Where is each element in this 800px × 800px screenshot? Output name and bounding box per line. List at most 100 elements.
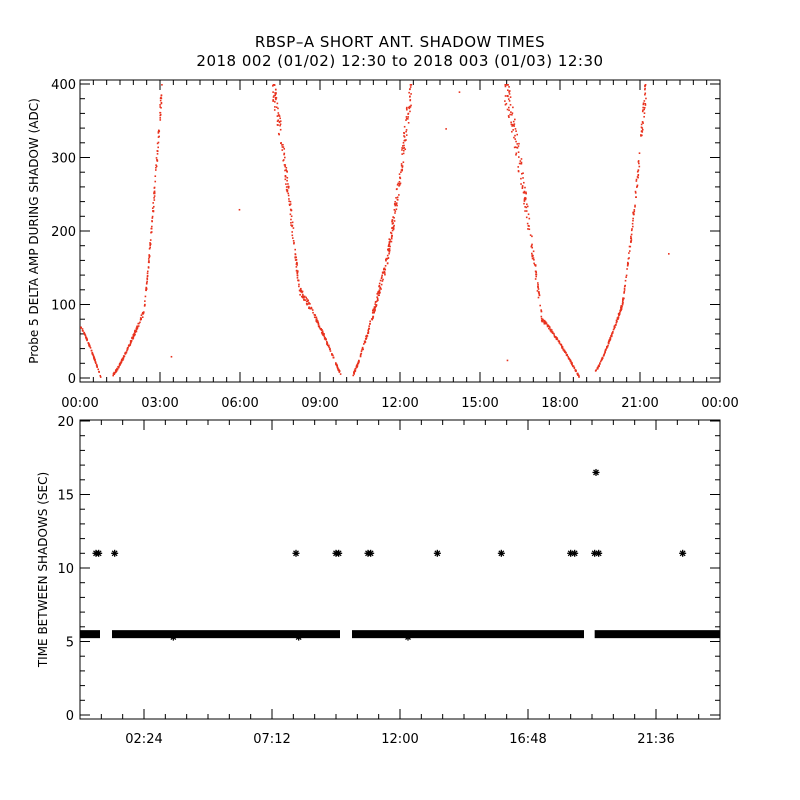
amp-point xyxy=(534,270,537,273)
amp-point xyxy=(644,103,647,105)
amp-point xyxy=(631,222,634,225)
amp-point xyxy=(402,152,405,155)
amp-point xyxy=(524,186,526,189)
amp-point xyxy=(390,232,393,235)
amp-point xyxy=(394,212,396,214)
amp-point xyxy=(638,165,641,168)
amp-point xyxy=(513,146,516,149)
amp-point xyxy=(115,369,117,371)
amp-point xyxy=(512,129,514,131)
amp-point xyxy=(288,198,290,200)
amp-point xyxy=(524,198,527,201)
amp-point xyxy=(504,84,507,86)
amp-point xyxy=(550,330,553,333)
amp-point xyxy=(408,107,411,110)
amp-point xyxy=(275,92,277,94)
amp-point xyxy=(602,355,605,357)
amp-point xyxy=(516,143,519,145)
amp-point xyxy=(148,256,151,259)
amp-point xyxy=(276,120,279,122)
amp-point xyxy=(321,328,323,331)
amp-point xyxy=(524,197,527,200)
amp-point xyxy=(508,109,510,112)
amp-point xyxy=(306,298,308,300)
amp-point xyxy=(285,166,288,169)
amp-point xyxy=(296,262,298,265)
amp-point xyxy=(558,340,560,343)
amp-point xyxy=(391,235,393,237)
amp-point xyxy=(155,164,157,166)
amp-point xyxy=(391,219,394,221)
amp-point xyxy=(318,325,321,328)
amp-point xyxy=(531,235,533,238)
amp-point xyxy=(154,180,157,183)
amp-point xyxy=(508,106,510,109)
amp-point xyxy=(538,291,540,293)
amp-point xyxy=(556,337,558,339)
amp-point xyxy=(521,172,523,175)
amp-point xyxy=(508,93,511,95)
amp-point xyxy=(403,132,406,135)
amp-point xyxy=(146,282,148,284)
amp-point xyxy=(628,250,631,252)
amp-point xyxy=(402,161,405,164)
amp-point xyxy=(380,288,382,290)
amp-point xyxy=(367,329,370,332)
amp-point xyxy=(149,242,152,245)
amp-point xyxy=(135,328,138,331)
amp-point xyxy=(514,146,517,148)
amp-point xyxy=(289,204,291,206)
amp-xtick-label: 00:00 xyxy=(61,396,98,411)
amp-point xyxy=(597,366,599,369)
time-point xyxy=(367,549,375,557)
amp-point xyxy=(636,186,638,188)
amp-point xyxy=(510,121,512,124)
amp-point xyxy=(290,224,292,226)
amp-point xyxy=(622,297,624,299)
time-xtick-label: 16:48 xyxy=(509,732,546,747)
amp-point xyxy=(407,116,410,118)
amp-point xyxy=(91,352,93,354)
amp-point xyxy=(153,190,156,193)
amp-point xyxy=(409,106,412,108)
amp-point xyxy=(281,144,283,146)
amp-point xyxy=(398,180,401,183)
amp-point xyxy=(307,299,309,302)
amp-point xyxy=(294,256,297,258)
amp-point xyxy=(569,359,572,362)
amp-point xyxy=(628,245,631,248)
amp-point xyxy=(289,203,292,205)
amp-point xyxy=(292,239,295,242)
amp-point xyxy=(372,316,374,319)
amp-point xyxy=(290,215,293,218)
amp-point xyxy=(299,290,302,293)
amp-point xyxy=(329,350,332,352)
amp-point xyxy=(132,335,135,337)
amp-point xyxy=(520,183,522,185)
amp-point xyxy=(445,128,447,130)
amp-point xyxy=(146,270,149,273)
amp-panel-frame xyxy=(79,79,721,383)
amp-point xyxy=(359,355,362,358)
amp-point xyxy=(295,258,298,261)
amp-point xyxy=(284,169,286,172)
amp-point xyxy=(409,99,411,102)
amp-xtick-label: 15:00 xyxy=(461,396,498,411)
amp-point xyxy=(387,257,390,259)
amp-point xyxy=(621,302,624,305)
amp-point xyxy=(307,303,309,305)
amp-point xyxy=(147,258,150,260)
amp-point xyxy=(298,283,300,286)
amp-point xyxy=(279,120,282,122)
amp-point xyxy=(511,125,513,127)
amp-point xyxy=(393,224,395,227)
amp-series xyxy=(80,84,670,378)
amp-point xyxy=(541,318,544,321)
amp-point xyxy=(644,88,646,91)
amp-point xyxy=(122,356,125,359)
amp-point xyxy=(393,216,395,219)
amp-point xyxy=(332,354,334,357)
amp-point xyxy=(151,220,153,223)
amp-point xyxy=(409,110,411,113)
